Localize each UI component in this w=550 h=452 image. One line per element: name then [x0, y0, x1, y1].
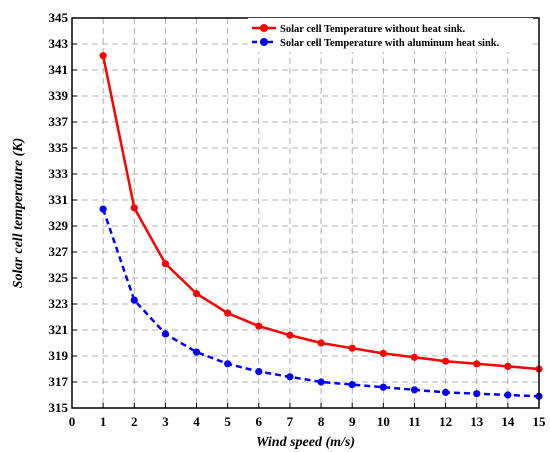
- plot-frame: [71, 17, 540, 409]
- legend-box: [248, 18, 533, 52]
- y-tick-label-5: 325: [49, 270, 69, 285]
- y-tick-label-0: 315: [49, 400, 69, 415]
- series-1-point-3: [192, 348, 201, 356]
- series-0-point-8: [348, 344, 356, 352]
- legend: Solar cell Temperature without heat sink…: [248, 18, 533, 52]
- series-1-point-2: [161, 330, 169, 338]
- x-tick-label-11: 11: [408, 414, 420, 429]
- y-tick-label-7: 329: [49, 218, 69, 233]
- legend-marker-with-heat-sink: [260, 38, 268, 46]
- x-tick-label-10: 10: [377, 414, 390, 429]
- series-1-point-0: [99, 205, 107, 213]
- y-tick-label-8: 331: [49, 192, 69, 207]
- x-axis-label: Wind speed (m/s): [256, 435, 355, 450]
- series-0-point-1: [130, 204, 138, 212]
- y-tick-label-1: 317: [49, 374, 69, 389]
- y-tick-label-12: 339: [49, 88, 69, 103]
- series-layer: [99, 52, 543, 400]
- y-tick-label-4: 323: [49, 296, 69, 311]
- x-tick-label-5: 5: [224, 414, 231, 429]
- x-tick-label-8: 8: [318, 414, 325, 429]
- series-1-point-13: [504, 391, 512, 399]
- series-line-1: [101, 208, 540, 398]
- series-1-point-9: [379, 383, 387, 391]
- y-tick-label-13: 341: [49, 62, 69, 77]
- series-0-point-10: [410, 353, 419, 361]
- x-tick-label-3: 3: [162, 414, 169, 429]
- y-tick-label-3: 321: [49, 322, 69, 337]
- series-0-point-5: [255, 322, 263, 330]
- legend-entry-without-heat-sink: Solar cell Temperature without heat sink…: [280, 24, 465, 35]
- series-0-point-7: [317, 339, 325, 347]
- y-tick-label-15: 345: [49, 10, 69, 25]
- series-1-point-7: [317, 378, 325, 386]
- series-1-point-10: [410, 386, 419, 394]
- x-tick-label-9: 9: [349, 414, 356, 429]
- legend-marker-without-heat-sink: [260, 24, 268, 32]
- x-tick-label-13: 13: [470, 414, 484, 429]
- y-tick-label-11: 337: [49, 114, 69, 129]
- x-tick-label-14: 14: [501, 414, 515, 429]
- series-1-point-5: [255, 368, 263, 376]
- x-tick-label-7: 7: [287, 414, 294, 429]
- series-1-point-12: [473, 390, 481, 398]
- y-tick-label-6: 327: [49, 244, 69, 259]
- x-tick-label-12: 12: [439, 414, 452, 429]
- series-0-point-12: [473, 360, 481, 368]
- series-0-point-13: [504, 362, 512, 370]
- x-tick-label-6: 6: [256, 414, 263, 429]
- tick-labels: 0 1 2 3 4 5 6 7 8 9 10 11 12 13 14 15315317319321323325…: [49, 10, 547, 429]
- series-1-point-1: [130, 296, 138, 304]
- y-tick-label-10: 335: [49, 140, 69, 155]
- series-1-point-11: [442, 388, 450, 396]
- grid-lines: [72, 18, 539, 408]
- series-0-point-11: [442, 357, 450, 365]
- series-1-point-8: [348, 381, 356, 389]
- series-0-point-2: [161, 260, 169, 268]
- x-tick-label-1: 1: [100, 414, 107, 429]
- legend-entry-with-heat-sink: Solar cell Temperature with aluminum hea…: [280, 38, 500, 49]
- y-tick-label-14: 343: [49, 36, 69, 51]
- x-tick-label-15: 15: [533, 414, 547, 429]
- series-0-point-6: [286, 331, 294, 339]
- y-tick-label-9: 333: [49, 166, 69, 181]
- y-axis-label: Solar cell temperature (K): [11, 138, 26, 289]
- series-0-point-0: [99, 52, 107, 60]
- x-tick-label-4: 4: [193, 414, 200, 429]
- series-0-point-4: [224, 309, 232, 317]
- series-0-point-9: [379, 349, 387, 357]
- series-1-point-6: [286, 373, 294, 381]
- y-tick-label-2: 319: [49, 348, 69, 363]
- series-0-point-3: [192, 290, 201, 298]
- x-tick-label-2: 2: [131, 414, 138, 429]
- x-tick-label-0: 0: [69, 414, 76, 429]
- series-1-point-4: [224, 360, 232, 368]
